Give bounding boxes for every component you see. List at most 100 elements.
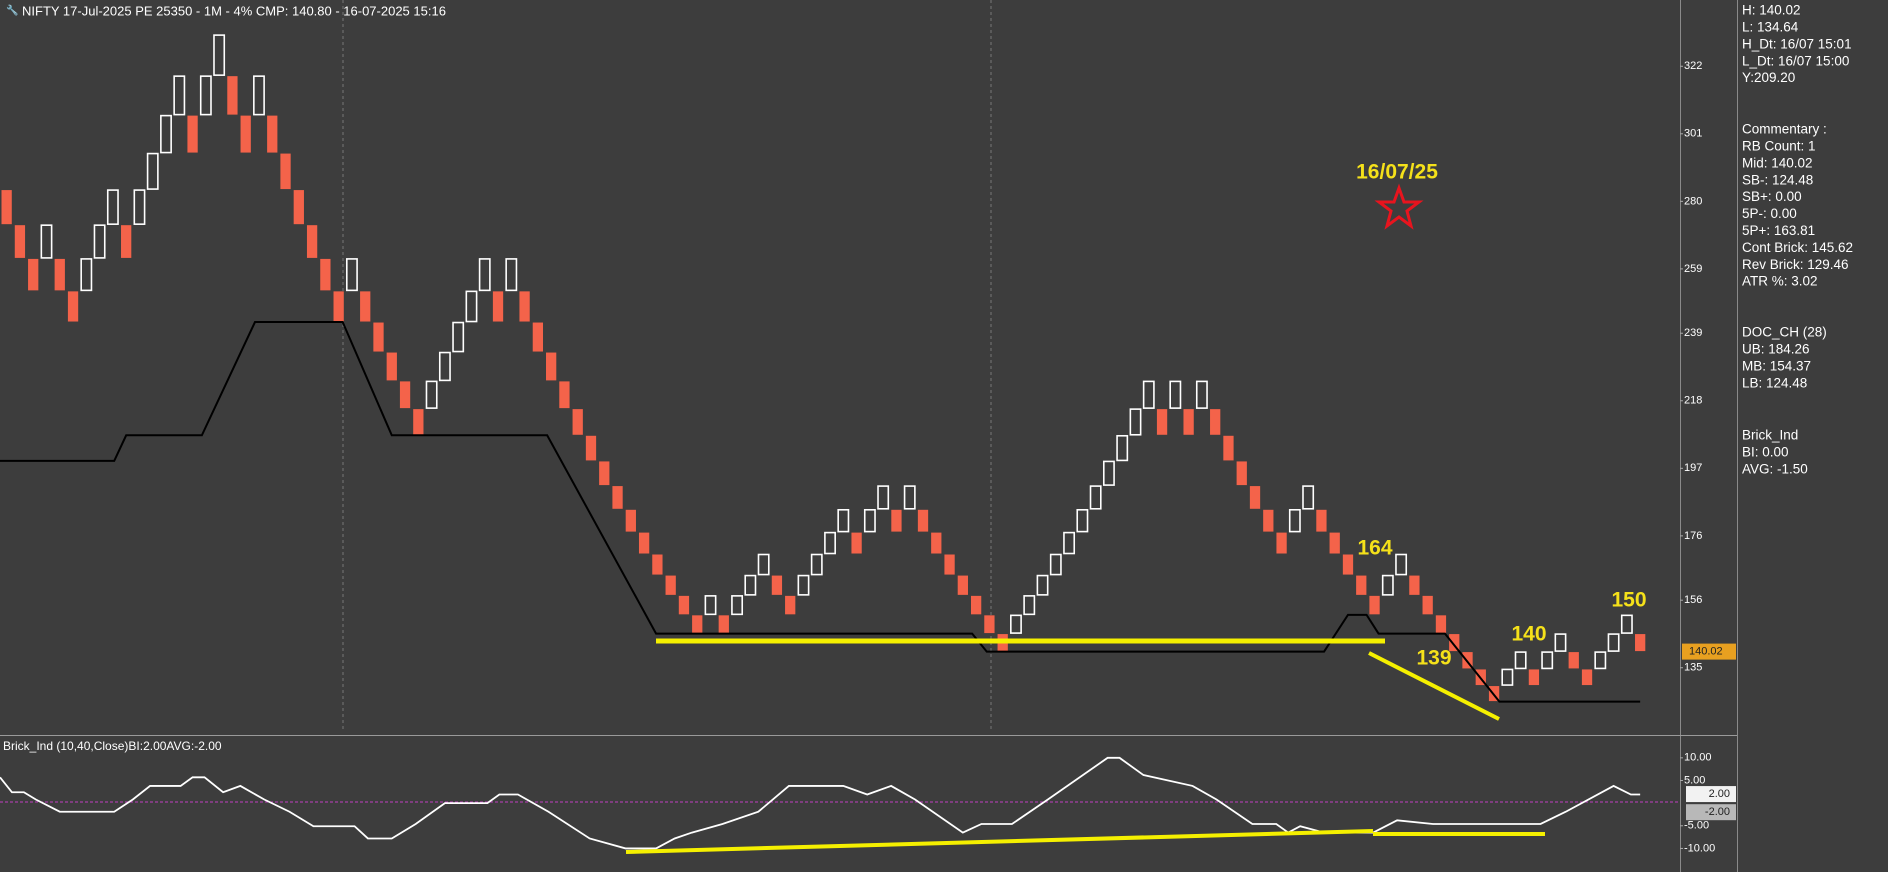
y-tick-label: -10.00 xyxy=(1684,842,1715,854)
down-brick xyxy=(1183,409,1194,435)
up-brick xyxy=(1554,633,1567,652)
down-brick xyxy=(1422,595,1433,615)
up-brick xyxy=(1023,595,1036,616)
star-marker xyxy=(1374,183,1424,230)
up-brick xyxy=(1076,508,1089,533)
up-brick xyxy=(199,75,212,116)
value-tag xyxy=(1686,786,1736,803)
down-brick xyxy=(771,575,783,595)
down-brick xyxy=(67,291,79,322)
value-tag-label: 2.00 xyxy=(1709,788,1730,800)
info-line: RB Count: 1 xyxy=(1742,138,1816,153)
down-brick xyxy=(1156,409,1168,435)
down-brick xyxy=(1,190,12,225)
down-brick xyxy=(14,225,26,258)
up-brick xyxy=(824,531,836,555)
down-brick xyxy=(1581,669,1593,686)
info-line: 5P-: 0.00 xyxy=(1742,206,1797,221)
up-brick xyxy=(1010,614,1022,634)
down-brick xyxy=(638,532,650,554)
down-brick xyxy=(1223,435,1234,461)
down-brick xyxy=(1342,554,1354,575)
annotation: 139 xyxy=(1416,647,1451,670)
down-brick xyxy=(267,115,278,153)
y-tick-label: 218 xyxy=(1684,395,1702,407)
up-brick xyxy=(1541,651,1554,670)
up-brick xyxy=(106,189,119,225)
down-brick xyxy=(931,532,942,554)
y-tick-label: 259 xyxy=(1684,263,1702,275)
up-brick xyxy=(863,508,876,533)
down-brick xyxy=(492,291,504,322)
down-brick xyxy=(678,595,690,615)
up-brick xyxy=(797,574,810,596)
up-brick xyxy=(1620,614,1633,634)
down-brick xyxy=(944,554,955,575)
up-brick xyxy=(1102,460,1115,486)
value-tag-label: -2.00 xyxy=(1705,806,1730,818)
up-brick xyxy=(1089,485,1102,510)
up-brick xyxy=(1129,408,1142,436)
y-tick-label: 156 xyxy=(1684,594,1702,606)
down-brick xyxy=(559,381,570,409)
up-brick xyxy=(731,595,744,616)
up-brick xyxy=(173,75,186,116)
down-brick xyxy=(970,595,982,615)
down-brick xyxy=(333,291,344,322)
y-tick-label: 10.00 xyxy=(1684,752,1712,764)
info-line: L_Dt: 16/07 15:00 xyxy=(1742,53,1849,68)
info-line: Cont Brick: 145.62 xyxy=(1742,240,1853,255)
info-line: 5P+: 163.81 xyxy=(1742,223,1815,238)
y-tick-label: 5.00 xyxy=(1684,774,1705,786)
up-brick xyxy=(1607,633,1620,652)
down-brick xyxy=(957,575,968,595)
down-brick xyxy=(1263,509,1274,532)
up-brick xyxy=(80,258,93,292)
up-brick xyxy=(213,34,226,76)
up-brick xyxy=(877,485,890,510)
info-line: SB+: 0.00 xyxy=(1742,189,1802,204)
down-brick xyxy=(1236,461,1247,486)
annotation: 164 xyxy=(1357,537,1392,560)
info-line: Y:209.20 xyxy=(1742,70,1795,85)
y-tick-label: 135 xyxy=(1684,662,1702,674)
down-brick xyxy=(187,115,198,153)
down-brick xyxy=(28,258,39,291)
down-brick xyxy=(373,322,384,352)
down-brick xyxy=(1435,615,1447,634)
trend-line xyxy=(1368,651,1500,721)
y-tick-label: 322 xyxy=(1684,60,1702,72)
up-brick xyxy=(438,351,451,382)
chart-title: NIFTY 17-Jul-2025 PE 25350 - 1M - 4% CMP… xyxy=(22,3,446,18)
up-brick xyxy=(757,553,770,576)
up-brick xyxy=(1381,574,1394,596)
down-brick xyxy=(692,615,703,634)
up-brick xyxy=(1302,485,1315,510)
up-brick xyxy=(837,508,850,533)
down-brick xyxy=(519,291,530,322)
up-brick xyxy=(1142,380,1155,409)
info-line: BI: 0.00 xyxy=(1742,444,1789,459)
up-brick xyxy=(1395,553,1408,576)
down-brick xyxy=(917,509,929,532)
down-brick xyxy=(280,153,291,190)
down-brick xyxy=(1568,652,1579,669)
up-brick xyxy=(1116,434,1129,462)
indicator-title: Brick_Ind (10,40,Close)BI:2.00AVG:-2.00 xyxy=(3,739,222,753)
up-brick xyxy=(1288,508,1301,533)
y-tick-label: 197 xyxy=(1684,462,1702,474)
up-brick xyxy=(1049,553,1062,576)
down-brick xyxy=(54,258,65,291)
channel-lower-band xyxy=(0,321,1641,703)
down-brick xyxy=(1249,486,1261,509)
down-brick xyxy=(585,435,597,461)
down-brick xyxy=(121,225,132,258)
last-price-tag xyxy=(1682,643,1736,660)
info-line: SB-: 124.48 xyxy=(1742,172,1813,187)
info-line: H: 140.02 xyxy=(1742,3,1801,18)
down-brick xyxy=(1528,669,1540,686)
indicator-line xyxy=(0,756,1641,850)
annotation: 16/07/25 xyxy=(1356,161,1438,184)
